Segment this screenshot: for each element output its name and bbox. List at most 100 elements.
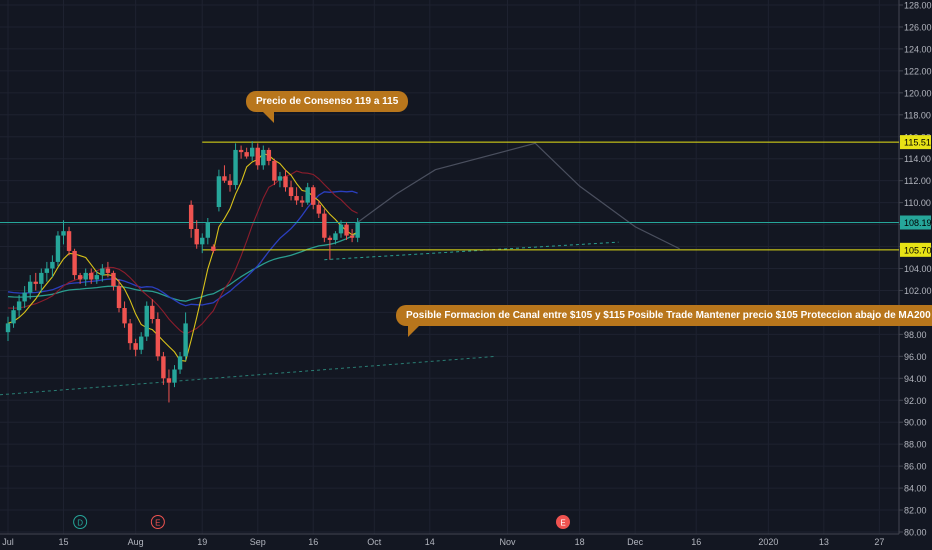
x-tick-label: Dec (627, 537, 644, 547)
candle-body (355, 222, 360, 238)
candle-body (144, 305, 149, 337)
event-marker-label: E (560, 519, 565, 528)
channel-callout[interactable]: Posible Formacion de Canal entre $105 y … (396, 305, 932, 337)
candle-body (250, 147, 255, 157)
price-level-label: 115.51 (904, 138, 931, 148)
x-tick-label: Aug (128, 537, 144, 547)
candle-body (277, 176, 283, 181)
consensus-callout[interactable]: Precio de Consenso 119 a 115 (246, 91, 409, 123)
y-tick-label: 102.00 (904, 286, 932, 296)
candle-body (333, 233, 338, 240)
y-tick-label: 94.00 (904, 374, 927, 384)
y-tick-label: 120.00 (904, 88, 932, 98)
candle-body (188, 204, 194, 229)
y-tick-label: 104.00 (904, 264, 932, 274)
y-tick-label: 98.00 (904, 330, 927, 340)
y-tick-label: 92.00 (904, 396, 927, 406)
candle-body (322, 213, 327, 238)
x-tick-label: 16 (691, 537, 701, 547)
candle-body (172, 369, 177, 383)
candle-body (77, 275, 83, 280)
candle-body (161, 356, 166, 379)
price-level-tag (900, 215, 931, 230)
x-tick-label: 16 (308, 537, 318, 547)
ma-line-darkred (7, 170, 358, 335)
event-marker (556, 515, 570, 529)
candle-body (233, 149, 238, 186)
candle-body (344, 224, 349, 236)
candle-body (299, 200, 305, 203)
candle-body (11, 310, 16, 324)
candle-body (305, 187, 310, 203)
x-tick-label: 27 (874, 537, 884, 547)
price-level-tag (900, 242, 931, 257)
candle-body (183, 323, 188, 357)
candle-body (288, 187, 294, 197)
y-tick-label: 126.00 (904, 22, 932, 32)
candle-body (116, 286, 122, 309)
y-tick-label: 124.00 (904, 44, 932, 54)
x-tick-label: 15 (58, 537, 68, 547)
candle-body (33, 281, 38, 284)
candle-body (133, 343, 138, 350)
candle-body (61, 231, 66, 236)
candle-body (200, 237, 205, 245)
y-tick-label: 118.00 (904, 110, 931, 120)
y-tick-label: 96.00 (904, 352, 927, 362)
candle-body (349, 235, 355, 238)
event-marker-label: D (77, 519, 83, 528)
candle-body (316, 204, 321, 214)
candle-body (111, 272, 116, 287)
y-tick-label: 84.00 (904, 484, 927, 494)
y-tick-label: 110.00 (904, 198, 931, 208)
candle-body (127, 323, 133, 344)
candle-body (261, 149, 266, 166)
ma-projection-line (324, 241, 619, 261)
candle-body (89, 272, 94, 280)
candle-body (194, 228, 199, 245)
candle-body (100, 268, 105, 276)
x-tick-label: 19 (197, 537, 207, 547)
x-tick-label: 14 (425, 537, 435, 547)
x-tick-label: 18 (575, 537, 585, 547)
candle-body (338, 224, 344, 234)
x-tick-label: 2020 (758, 537, 778, 547)
candle-body (50, 261, 55, 269)
event-marker-label: E (155, 519, 160, 528)
candle-body (105, 268, 111, 273)
candle-body (177, 356, 183, 370)
price-level-tag (900, 135, 931, 150)
candle-body (94, 275, 99, 280)
y-tick-label: 88.00 (904, 440, 927, 450)
candle-body (211, 246, 216, 251)
projection-path (357, 142, 680, 250)
x-tick-label: Sep (250, 537, 266, 547)
x-tick-label: Jul (2, 537, 14, 547)
x-tick-label: 13 (819, 537, 829, 547)
candle-body (166, 378, 172, 383)
candle-body (139, 336, 144, 350)
y-tick-label: 128.00 (904, 1, 932, 11)
event-marker (150, 515, 165, 529)
y-tick-label: 90.00 (904, 418, 927, 428)
ma-line-yellow (7, 152, 358, 362)
candle-body (227, 180, 233, 186)
y-tick-label: 80.00 (904, 528, 927, 538)
candle-body (255, 147, 260, 166)
candle-body (44, 268, 50, 273)
event-marker (73, 515, 88, 529)
candle-body (216, 176, 222, 208)
price-level-label: 105.70 (904, 245, 932, 255)
price-level-label: 108.19 (904, 218, 932, 228)
candle-body (294, 196, 299, 201)
y-tick-label: 82.00 (904, 506, 927, 516)
candle-body (283, 176, 288, 188)
candle-body (327, 237, 333, 240)
candle-body (266, 149, 272, 161)
candle-body (244, 152, 249, 157)
long-trend-line (0, 355, 497, 396)
y-tick-label: 122.00 (904, 66, 932, 76)
candle-body (5, 323, 11, 333)
